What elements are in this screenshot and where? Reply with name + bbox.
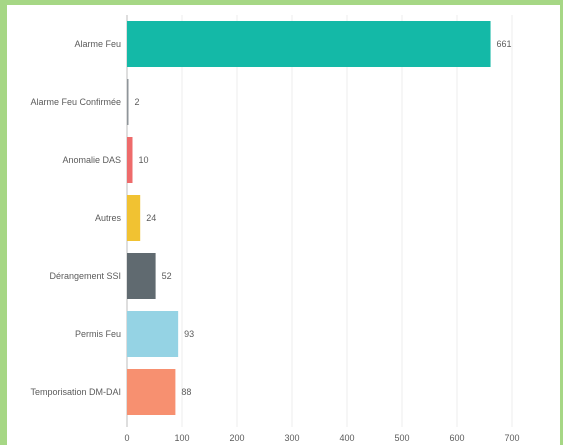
value-label: 88: [181, 387, 191, 397]
bar: [127, 137, 133, 183]
category-label: Anomalie DAS: [62, 155, 121, 165]
x-tick-label: 0: [124, 433, 129, 443]
bar: [127, 311, 179, 357]
x-tick-label: 400: [339, 433, 354, 443]
x-tick-label: 600: [449, 433, 464, 443]
category-label: Temporisation DM-DAI: [30, 387, 121, 397]
category-label: Permis Feu: [75, 329, 121, 339]
x-tick-label: 100: [174, 433, 189, 443]
chart-card: Alarme Feu Alarme Feu Confirmée Anomalie D…: [7, 5, 560, 445]
value-label: 24: [146, 213, 156, 223]
category-label: Autres: [95, 213, 122, 223]
bar: [127, 369, 176, 415]
bar: [127, 21, 491, 67]
value-label: 661: [497, 39, 512, 49]
value-label: 93: [184, 329, 194, 339]
category-labels: Alarme Feu Alarme Feu Confirmée Anomalie D…: [30, 39, 121, 397]
category-label: Dérangement SSI: [49, 271, 121, 281]
bar: [127, 195, 141, 241]
x-tick-label: 200: [229, 433, 244, 443]
value-labels: 661 2 10 24 52 93 88: [135, 39, 512, 397]
gridlines: [126, 15, 513, 427]
x-tick-label: 500: [394, 433, 409, 443]
x-axis-ticks: 0 100 200 300 400 500 600 700: [124, 433, 519, 443]
bar: [127, 79, 129, 125]
value-label: 2: [135, 97, 140, 107]
value-label: 52: [162, 271, 172, 281]
value-label: 10: [139, 155, 149, 165]
bars: [127, 21, 491, 415]
x-tick-label: 700: [504, 433, 519, 443]
x-tick-label: 300: [284, 433, 299, 443]
category-label: Alarme Feu: [74, 39, 121, 49]
bar-chart: Alarme Feu Alarme Feu Confirmée Anomalie D…: [30, 15, 520, 443]
bar: [127, 253, 156, 299]
category-label: Alarme Feu Confirmée: [30, 97, 121, 107]
